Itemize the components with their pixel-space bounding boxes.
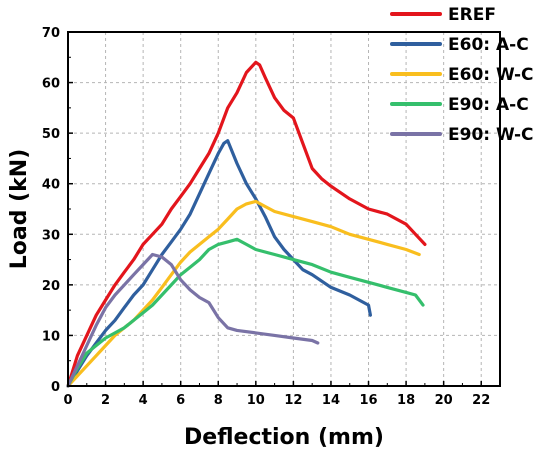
x-tick-label: 22	[472, 393, 490, 408]
x-tick-label: 10	[247, 393, 265, 408]
y-tick-label: 30	[42, 228, 60, 243]
x-tick-label: 18	[397, 393, 415, 408]
x-tick-label: 16	[359, 393, 377, 408]
x-tick-label: 0	[63, 393, 72, 408]
legend-label-e90-a-c: E90: A-C	[448, 95, 529, 115]
series-line-eref	[66, 60, 427, 388]
x-axis-title: Deflection (mm)	[184, 425, 384, 450]
x-tick-label: 14	[322, 393, 340, 408]
y-tick-label: 10	[42, 329, 60, 344]
x-tick-label: 4	[139, 393, 148, 408]
y-axis-title: Load (kN)	[7, 149, 32, 270]
y-tick-label: 70	[42, 26, 60, 41]
x-tick-label: 8	[214, 393, 223, 408]
grid-lines	[68, 32, 500, 386]
x-tick-label: 6	[176, 393, 185, 408]
legend-label-e90-w-c: E90: W-C	[448, 125, 534, 145]
series-lines	[66, 60, 427, 388]
y-tick-label: 20	[42, 279, 60, 294]
series-line-e90-w-c	[66, 252, 320, 388]
tick-labels: 0 2 4 6 8 10 12 14 16 18 20 22 0 10 20 30 40 50 60 70	[42, 26, 490, 408]
y-tick-label: 50	[42, 127, 60, 142]
x-tick-label: 20	[435, 393, 453, 408]
series-line-e60-a-c	[66, 139, 372, 388]
legend-label-e60-w-c: E60: W-C	[448, 65, 534, 85]
legend-label-eref: EREF	[448, 5, 496, 25]
y-tick-label: 40	[42, 178, 60, 193]
series-line-e90-a-c	[66, 237, 425, 388]
legend-label-e60-a-c: E60: A-C	[448, 35, 529, 55]
y-tick-label: 0	[51, 380, 60, 395]
y-tick-label: 60	[42, 77, 60, 92]
axis-ticks	[67, 31, 482, 387]
x-tick-label: 12	[284, 393, 302, 408]
series-line-e60-w-c	[66, 199, 421, 388]
legend: EREF E60: A-C E60: W-C E90: A-C E90: W-C	[390, 5, 534, 145]
plot-frame	[67, 31, 501, 387]
x-tick-label: 2	[101, 393, 110, 408]
